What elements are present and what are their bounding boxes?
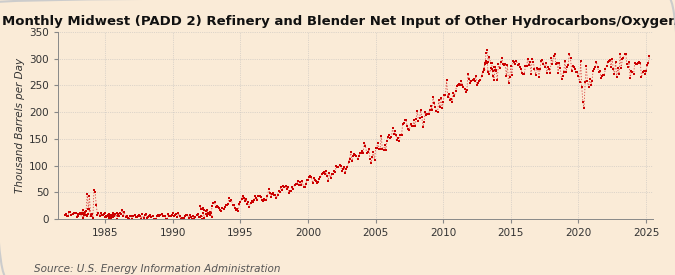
Title: Monthly Midwest (PADD 2) Refinery and Blender Net Input of Other Hydrocarbons/Ox: Monthly Midwest (PADD 2) Refinery and Bl… — [1, 15, 675, 28]
Text: Source: U.S. Energy Information Administration: Source: U.S. Energy Information Administ… — [34, 264, 280, 274]
Y-axis label: Thousand Barrels per Day: Thousand Barrels per Day — [15, 58, 25, 193]
